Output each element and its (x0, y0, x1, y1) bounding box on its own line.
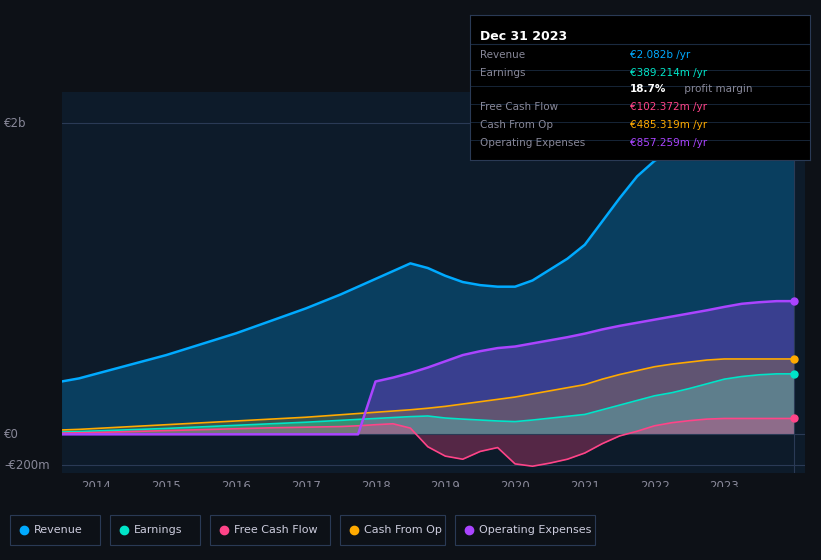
Bar (340, 515, 445, 545)
Text: 18.7%: 18.7% (630, 84, 666, 94)
Text: Earnings: Earnings (134, 525, 182, 535)
Text: €857.259m /yr: €857.259m /yr (630, 138, 707, 148)
Bar (110, 515, 200, 545)
Text: Dec 31 2023: Dec 31 2023 (480, 30, 567, 43)
Text: Earnings: Earnings (480, 68, 525, 78)
Text: Revenue: Revenue (480, 50, 525, 60)
Bar (455, 515, 595, 545)
Text: €102.372m /yr: €102.372m /yr (630, 102, 707, 112)
Text: Free Cash Flow: Free Cash Flow (234, 525, 318, 535)
Text: profit margin: profit margin (681, 84, 752, 94)
Text: Cash From Op: Cash From Op (364, 525, 442, 535)
Text: €0: €0 (4, 428, 19, 441)
Text: €389.214m /yr: €389.214m /yr (630, 68, 707, 78)
Text: €2b: €2b (4, 117, 26, 130)
Text: Operating Expenses: Operating Expenses (480, 138, 585, 148)
Bar (210, 515, 330, 545)
Text: Revenue: Revenue (34, 525, 83, 535)
Text: €2.082b /yr: €2.082b /yr (630, 50, 690, 60)
Text: Free Cash Flow: Free Cash Flow (480, 102, 558, 112)
Text: Cash From Op: Cash From Op (480, 120, 553, 130)
Text: -€200m: -€200m (4, 459, 50, 472)
Bar (10, 515, 100, 545)
Text: Operating Expenses: Operating Expenses (479, 525, 591, 535)
Text: €485.319m /yr: €485.319m /yr (630, 120, 707, 130)
